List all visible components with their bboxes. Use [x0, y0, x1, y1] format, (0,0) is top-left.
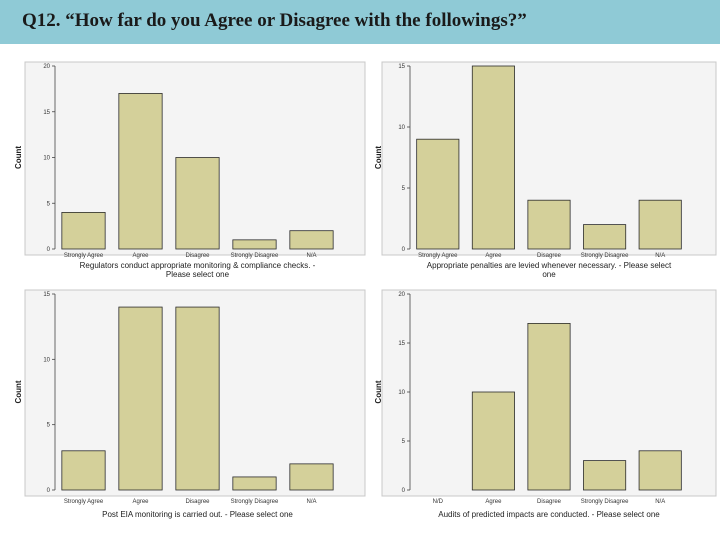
- bar-n-a: [638, 450, 682, 491]
- x-category-label: Strongly Disagree: [581, 499, 629, 505]
- bar-agree: [471, 391, 515, 491]
- bar-strongly-disagree: [583, 460, 627, 491]
- bar-disagree: [175, 306, 220, 491]
- x-category-label: Strongly Disagree: [231, 499, 279, 505]
- slide-title: Q12. “How far do you Agree or Disagree w…: [22, 10, 527, 31]
- y-tick-label: 0: [47, 247, 51, 253]
- y-axis-label: Count: [374, 146, 383, 169]
- y-tick-label: 10: [398, 390, 405, 396]
- bar-disagree: [527, 323, 571, 491]
- bar-strongly-agree: [61, 450, 106, 491]
- x-category-label: Agree: [132, 499, 149, 505]
- bar-strongly-disagree: [232, 476, 277, 491]
- y-tick-label: 20: [398, 292, 405, 298]
- y-tick-label: 5: [402, 439, 406, 445]
- chart-regulators-monitoring: 0 5 10 15 20 Strongly Agree Agree Disagree Stron…: [14, 61, 366, 279]
- bar-strongly-disagree: [583, 224, 627, 250]
- title-bar: Q12. “How far do you Agree or Disagree w…: [0, 0, 720, 44]
- bar-strongly-agree: [61, 211, 106, 250]
- x-category-label: Disagree: [185, 499, 210, 505]
- bar-agree: [471, 65, 515, 250]
- x-category-label: Disagree: [537, 499, 562, 505]
- x-axis-label: Please select one: [166, 270, 230, 279]
- x-category-label: Strongly Agree: [64, 499, 104, 505]
- y-tick-label: 15: [43, 292, 50, 298]
- x-category-label: Agree: [132, 253, 149, 259]
- x-axis-label: one: [542, 270, 556, 279]
- bar-n-a: [289, 230, 334, 250]
- y-tick-label: 10: [43, 156, 50, 162]
- x-category-label: N/A: [306, 499, 316, 505]
- chart-appropriate-penalties: 0 5 10 15 Strongly Agree Agree Disagree Strongl…: [374, 61, 717, 279]
- y-tick-label: 0: [402, 247, 406, 253]
- x-category-label: Strongly Agree: [64, 253, 104, 259]
- bar-n-a: [289, 463, 334, 491]
- bar-disagree: [175, 157, 220, 250]
- x-category-label: N/D: [433, 499, 444, 505]
- x-axis-label: Post EIA monitoring is carried out. - Pl…: [102, 510, 293, 519]
- bar-strongly-agree: [416, 138, 460, 250]
- x-category-label: N/A: [655, 499, 665, 505]
- chart-post-eia-monitoring: 0 5 10 15 Strongly Agree Agree Disagree Strongl…: [14, 289, 366, 519]
- y-axis-label: Count: [14, 146, 23, 169]
- y-tick-label: 20: [43, 64, 50, 70]
- x-category-label: Strongly Disagree: [231, 253, 279, 259]
- x-category-label: N/A: [655, 253, 665, 259]
- bar-agree: [118, 306, 163, 491]
- bar-agree: [118, 93, 163, 250]
- y-tick-label: 15: [398, 341, 405, 347]
- x-category-label: Disagree: [537, 253, 562, 259]
- y-axis-label: Count: [374, 380, 383, 403]
- y-tick-label: 5: [47, 201, 51, 207]
- bar-n-a: [638, 199, 682, 250]
- y-tick-label: 15: [398, 64, 405, 70]
- y-axis-label: Count: [14, 380, 23, 403]
- y-tick-label: 0: [47, 488, 51, 494]
- bar-strongly-disagree: [232, 239, 277, 250]
- y-tick-label: 0: [402, 488, 406, 494]
- y-tick-label: 15: [43, 110, 50, 116]
- x-axis-label: Appropriate penalties are levied wheneve…: [427, 261, 672, 270]
- x-category-label: N/A: [306, 253, 316, 259]
- x-category-label: Strongly Agree: [418, 253, 458, 259]
- x-category-label: Strongly Disagree: [581, 253, 629, 259]
- x-category-label: Disagree: [185, 253, 210, 259]
- y-tick-label: 10: [43, 357, 50, 363]
- x-category-label: Agree: [485, 499, 502, 505]
- bar-disagree: [527, 199, 571, 250]
- y-tick-label: 5: [402, 186, 406, 192]
- x-category-label: Agree: [485, 253, 502, 259]
- y-tick-label: 10: [398, 125, 405, 131]
- chart-audits-predicted-impacts: 0 5 10 15 20 N/D Agree Disagree Strongly Disagre…: [374, 289, 717, 519]
- x-axis-label: Audits of predicted impacts are conducte…: [438, 510, 660, 519]
- x-axis-label: Regulators conduct appropriate monitorin…: [80, 261, 316, 270]
- y-tick-label: 5: [47, 423, 51, 429]
